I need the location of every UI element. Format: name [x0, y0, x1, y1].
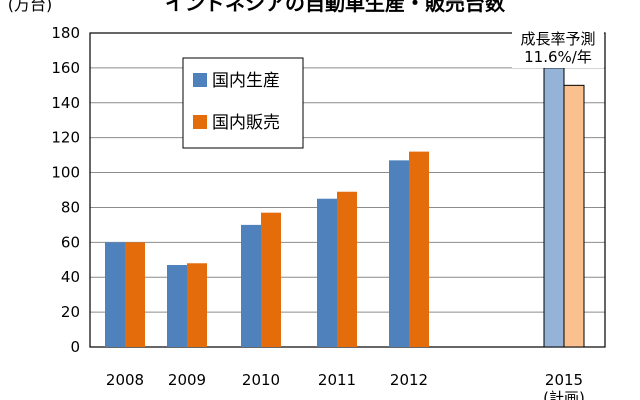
bar-production-2012	[389, 160, 409, 347]
x-axis-ticks: 2008 2009 2010 2011 2012 2015(計画)	[106, 371, 585, 400]
annotation-background	[512, 30, 604, 68]
bar-sales-2012	[409, 151, 429, 347]
annotation-line-1: 成長率予測	[520, 30, 595, 48]
x-tick-label: 2015	[545, 371, 583, 389]
y-tick-label: 140	[51, 94, 80, 112]
x-tick-label: 2012	[390, 371, 428, 389]
annotation-line-2: 11.6%/年	[524, 48, 592, 66]
legend-swatch	[193, 73, 207, 87]
y-tick-label: 60	[61, 233, 80, 251]
x-tick-label: 2010	[242, 371, 280, 389]
x-tick-note: (計画)	[543, 389, 585, 400]
y-tick-label: 120	[51, 129, 80, 147]
bar-sales-2009	[187, 263, 207, 347]
y-tick-label: 20	[61, 303, 80, 321]
y-axis-unit-label: (万台)	[8, 0, 53, 14]
legend-label: 国内販売	[212, 113, 280, 133]
x-tick-label: 2009	[168, 371, 206, 389]
y-tick-label: 80	[61, 198, 80, 216]
bar-sales-2010	[261, 212, 281, 347]
bars	[105, 67, 585, 348]
bar-production-2009	[167, 265, 187, 347]
y-tick-label: 0	[70, 338, 80, 356]
legend-label: 国内生産	[212, 71, 280, 91]
bar-production-2010	[241, 224, 261, 347]
chart-title: インドネシアの自動車生産・販売台数	[165, 0, 506, 15]
y-tick-label: 160	[51, 59, 80, 77]
x-tick-label: 2008	[106, 371, 144, 389]
bar-production-2008	[105, 242, 125, 347]
y-tick-label: 180	[51, 24, 80, 42]
legend-swatch	[193, 115, 207, 129]
bar-sales-2015	[563, 84, 585, 348]
bar-production-2015	[543, 67, 565, 348]
bar-production-2011	[317, 198, 337, 347]
bar-sales-2008	[125, 242, 145, 347]
y-tick-label: 100	[51, 164, 80, 182]
x-tick-label: 2011	[318, 371, 356, 389]
bar-sales-2011	[337, 191, 357, 347]
y-axis-ticks: 0 20 40 60 80 100 120 140 160 180	[51, 24, 80, 356]
y-tick-label: 40	[61, 268, 80, 286]
